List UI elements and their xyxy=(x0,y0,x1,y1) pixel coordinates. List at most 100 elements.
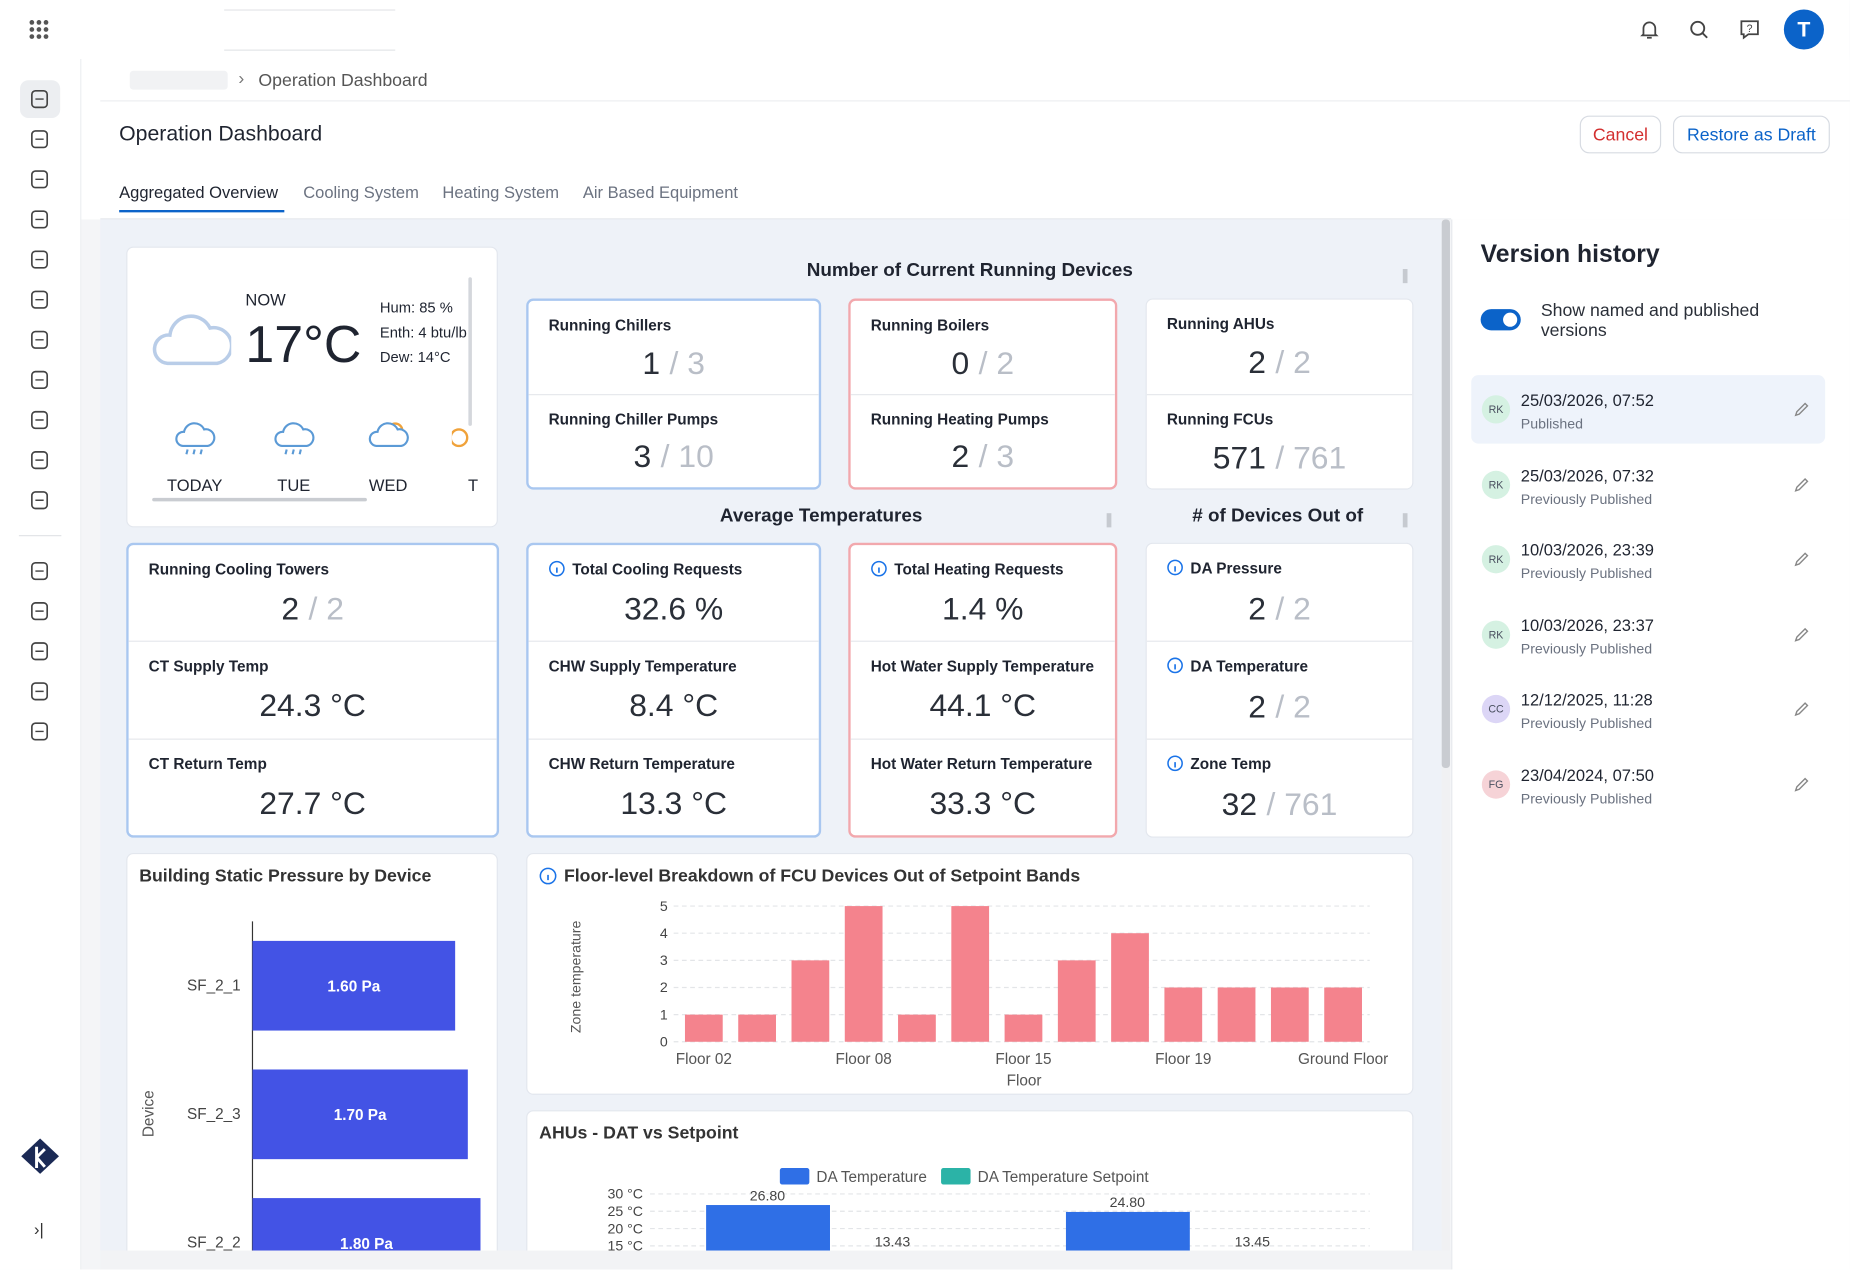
kpi-label: CT Supply Temp xyxy=(148,657,269,676)
kpi-tiles: Running AHUs 2/ 2 Running FCUs 571/ 761 xyxy=(1146,300,1413,489)
kpi-tiles: Running Boilers 0/ 2 Running Heating Pumps… xyxy=(850,301,1115,487)
nav-icon-shape xyxy=(31,130,49,149)
nav-icon[interactable] xyxy=(31,602,49,621)
edit-icon[interactable] xyxy=(1793,551,1810,568)
kpi-tile: CHW Return Temperature 13.3 °C xyxy=(528,738,819,835)
category-label: SF_2_3 xyxy=(187,1106,241,1123)
kpi-tile: Running Chiller Pumps 3/ 10 xyxy=(528,393,819,488)
nav-icon-shape xyxy=(31,210,49,229)
restore-draft-button[interactable]: Restore as Draft xyxy=(1672,115,1830,154)
version-entry[interactable]: RK 25/03/2026, 07:52 Published xyxy=(1471,375,1826,444)
value-label: 13.45 xyxy=(1235,1234,1271,1250)
nav-icon[interactable] xyxy=(31,250,49,269)
chart: Device SF_2_1 1.60 Pa SF_2_3 1.70 Pa SF_2_2 1.… xyxy=(140,921,481,1251)
info-circle xyxy=(1167,657,1183,674)
tab[interactable]: Aggregated Overview xyxy=(119,182,279,202)
section-title: # of Devices Out of xyxy=(1192,506,1364,527)
kpi-tiles: Total Cooling Requests 32.6 % CHW Supply T… xyxy=(528,545,819,835)
cloud xyxy=(274,422,315,448)
nav-icon[interactable] xyxy=(31,491,49,510)
version-date: 12/12/2025, 11:28 xyxy=(1520,690,1653,710)
version-entry[interactable]: CC 12/12/2025, 11:28 Previously Published xyxy=(1471,675,1825,743)
value-label: 1.60 Pa xyxy=(327,979,380,996)
version-entry[interactable]: RK 25/03/2026, 07:32 Previously Published xyxy=(1471,450,1825,518)
edit-icon[interactable] xyxy=(1793,476,1810,493)
nav-icon[interactable] xyxy=(31,642,49,661)
section-title: Average Temperatures xyxy=(719,506,923,527)
kpi-label-row: CT Supply Temp xyxy=(129,642,497,676)
value-label: 1.80 Pa xyxy=(340,1236,393,1251)
forecast-scroll xyxy=(152,497,367,502)
nav-icon[interactable] xyxy=(31,561,49,581)
tab[interactable]: Air Based Equipment xyxy=(582,182,739,202)
y-tick-label: 4 xyxy=(660,925,668,941)
nav-icon[interactable] xyxy=(31,451,49,470)
cancel-button[interactable]: Cancel xyxy=(1579,115,1662,154)
version-entry[interactable]: RK 10/03/2026, 23:37 Previously Published xyxy=(1471,600,1825,668)
kpi-value: 0 xyxy=(951,345,970,381)
toggle[interactable] xyxy=(1480,309,1521,331)
legend-swatch xyxy=(941,1168,971,1185)
y-tick-label: 2 xyxy=(660,979,668,995)
nav-icon[interactable] xyxy=(31,370,49,389)
version-date: 25/03/2026, 07:52 xyxy=(1520,390,1654,410)
version-entry[interactable]: RK 10/03/2026, 23:39 Previously Published xyxy=(1471,525,1825,593)
nav-icon[interactable] xyxy=(31,290,49,309)
tab[interactable]: Heating System xyxy=(442,182,560,202)
nav-icon[interactable] xyxy=(31,682,49,701)
kpi-tile: Running Heating Pumps 2/ 3 xyxy=(850,393,1115,487)
search-field[interactable] xyxy=(224,9,396,51)
nav-icon[interactable] xyxy=(31,330,49,349)
nav-icon[interactable] xyxy=(31,410,49,430)
notification-icon[interactable] xyxy=(1639,19,1660,40)
edit-icon[interactable] xyxy=(1793,626,1810,643)
kpi-total: / 3 xyxy=(978,439,1015,475)
apps-icon[interactable] xyxy=(28,19,49,40)
chart-title-row: Building Static Pressure by Device xyxy=(139,866,431,886)
active-tab-indicator xyxy=(119,210,285,213)
kpi-tile: Total Cooling Requests 32.6 % xyxy=(529,545,819,641)
widget-handle xyxy=(1106,513,1112,528)
bar xyxy=(252,1069,468,1160)
edit-icon[interactable] xyxy=(1793,401,1810,418)
chart-title: Floor-level Breakdown of FCU Devices Out… xyxy=(563,865,1081,887)
page-title: Operation Dashboard xyxy=(119,121,323,146)
pencil xyxy=(1794,402,1809,417)
kpi-value-row: 33.3 °C xyxy=(851,772,1115,835)
nav-icon[interactable] xyxy=(31,130,49,149)
kpi-value: 27.7 °C xyxy=(259,785,366,821)
tab[interactable]: Cooling System xyxy=(303,182,419,202)
breadcrumb-separator: › xyxy=(238,68,245,89)
avatar: FG xyxy=(1481,769,1511,799)
user-avatar[interactable]: T xyxy=(1783,9,1824,50)
kpi-value-row: 3/ 10 xyxy=(529,428,819,488)
kpi-card: Total Heating Requests 1.4 % Hot Water Sup… xyxy=(848,542,1118,838)
nav-icon[interactable] xyxy=(31,90,49,109)
kpi-label-row: Running FCUs xyxy=(1147,395,1412,428)
kpi-total: / 2 xyxy=(978,345,1015,381)
kpi-total: / 761 xyxy=(1266,786,1338,822)
bar xyxy=(252,940,456,1031)
nav-icon[interactable] xyxy=(31,722,49,741)
nav-icon[interactable] xyxy=(31,170,49,189)
kpi-value: 24.3 °C xyxy=(259,688,366,724)
kpi-label-row: DA Temperature xyxy=(1147,642,1412,675)
kpi-value-row: 8.4 °C xyxy=(529,675,819,738)
kpi-total: / 2 xyxy=(308,591,344,627)
bar xyxy=(1065,1211,1190,1251)
edit-icon[interactable] xyxy=(1793,776,1810,793)
help-icon[interactable]: ? xyxy=(1739,19,1760,40)
nav-icon[interactable] xyxy=(31,210,49,229)
scrollbar-thumb[interactable] xyxy=(1441,219,1450,769)
forecast-icon xyxy=(451,428,469,448)
kpi-value: 13.3 °C xyxy=(620,785,727,821)
search-icon[interactable] xyxy=(1688,19,1709,40)
kpi-label: Hot Water Return Temperature xyxy=(870,754,1093,773)
version-entry[interactable]: FG 23/04/2024, 07:50 Previously Published xyxy=(1471,750,1825,818)
kpi-value-row: 2/ 2 xyxy=(1147,675,1412,739)
edit-icon[interactable] xyxy=(1793,701,1810,718)
header-area xyxy=(81,58,1850,220)
info-icon xyxy=(549,560,565,577)
kpi-label: Running Cooling Towers xyxy=(148,560,329,579)
brand-logo xyxy=(21,1138,59,1174)
